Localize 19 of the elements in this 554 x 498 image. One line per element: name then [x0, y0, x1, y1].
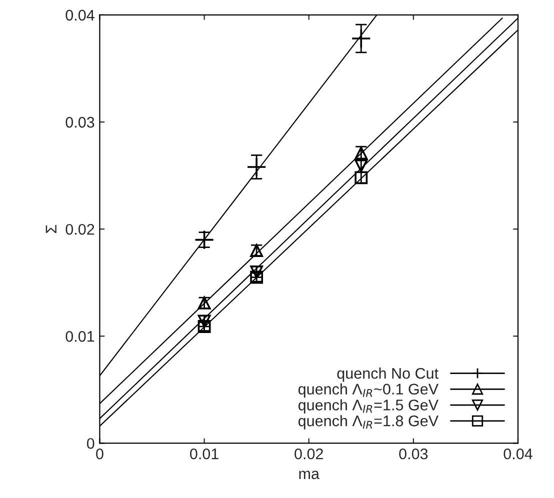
- x-tick-label: 0.01: [190, 448, 218, 460]
- x-tick-label: 0.03: [399, 448, 428, 460]
- y-tick-label: 0.02: [66, 224, 94, 235]
- x-tick-label: 0.02: [294, 448, 323, 460]
- y-tick-label: 0: [86, 438, 94, 449]
- point: [194, 230, 214, 250]
- legend-label: quench No Cut: [337, 368, 438, 382]
- point: [246, 157, 267, 177]
- x-tick-label: 0.04: [504, 448, 532, 460]
- y-axis-title: Σ: [46, 224, 56, 233]
- x-axis-title: ma: [299, 470, 320, 480]
- y-tick-label: 0.01: [66, 331, 94, 342]
- point: [351, 28, 372, 48]
- y-tick-label: 0.03: [66, 116, 94, 128]
- y-tick-label: 0.04: [66, 10, 94, 21]
- legend-label: quench Λ$_{IR}$=1.8 GeV: [298, 415, 438, 430]
- legend-label: quench Λ$_{IR}$~0.1 GeV: [298, 383, 438, 398]
- legend-label: quench Λ$_{IR}$=1.5 GeV: [298, 399, 438, 414]
- x-tick-label: 0: [96, 448, 104, 460]
